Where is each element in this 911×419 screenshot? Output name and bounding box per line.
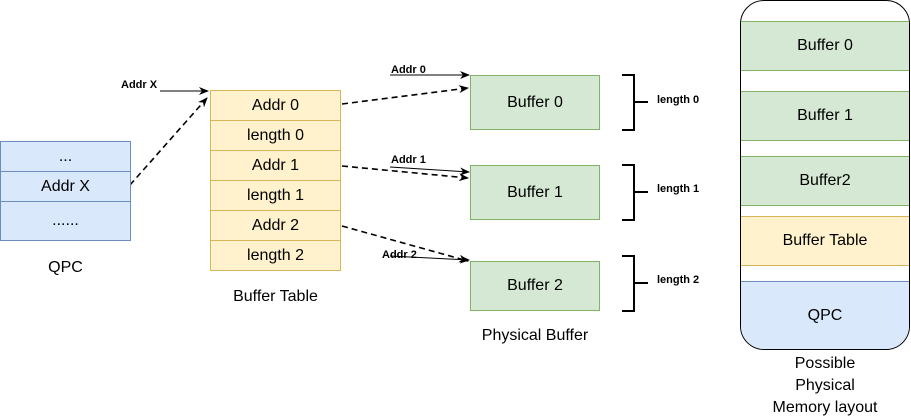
- arrow-label-addr-0: Addr 0: [391, 64, 426, 76]
- arrow-addr-1: [389, 166, 470, 176]
- arrow-addr-2: [389, 255, 470, 264]
- memory-caption: Possible Physical Memory layout: [740, 353, 910, 419]
- arrow-label-addr-x: Addr X: [121, 79, 158, 91]
- memory-caption-line-0: Possible: [794, 355, 856, 372]
- qpc-caption: QPC: [48, 259, 83, 276]
- memory-block-buffer-table: Buffer Table: [741, 216, 909, 266]
- physical-buffer-caption: Physical Buffer: [481, 327, 589, 344]
- arrow-label-addr-1: Addr 1: [391, 154, 426, 166]
- length-label-0: length 0: [657, 94, 700, 106]
- arrow-addr1-to-buffer1: [341, 165, 469, 182]
- buffer-table-row-2: Addr 1: [210, 150, 341, 181]
- buffer-table-row-1: length 0: [210, 120, 341, 151]
- arrow-addr0-to-buffer0: [341, 85, 469, 105]
- arrow-label-addr-2: Addr 2: [382, 249, 417, 261]
- buffer-table-row-3: length 1: [210, 180, 341, 211]
- qpc-row-1: Addr X: [0, 171, 131, 202]
- bracket-length-0: [622, 74, 648, 131]
- physical-buffer-0: Buffer 0: [470, 75, 600, 130]
- qpc-row-2: ......: [0, 201, 131, 241]
- memory-caption-line-2: Memory layout: [772, 399, 878, 416]
- buffer-table-row-5: length 2: [210, 240, 341, 271]
- physical-buffer-2: Buffer 2: [470, 261, 600, 311]
- arrow-addr2-to-buffer2: [341, 225, 469, 263]
- memory-block-buffer-2: Buffer2: [741, 156, 909, 206]
- qpc-table: ... Addr X ......: [0, 141, 131, 241]
- buffer-table-caption: Buffer Table: [233, 288, 318, 305]
- arrow-qpc-to-table: [129, 97, 208, 186]
- memory-caption-line-1: Physical: [795, 377, 855, 394]
- buffer-table-row-0: Addr 0: [210, 90, 341, 121]
- memory-block-buffer-0: Buffer 0: [741, 21, 909, 71]
- memory-block-buffer-1: Buffer 1: [741, 91, 909, 141]
- memory-layout: Buffer 0 Buffer 1 Buffer2 Buffer Table Q…: [740, 0, 910, 350]
- qpc-row-0: ...: [0, 141, 131, 172]
- buffer-table-row-4: Addr 2: [210, 210, 341, 241]
- bracket-length-1: [622, 164, 648, 221]
- memory-block-qpc: QPC: [741, 281, 909, 349]
- length-label-2: length 2: [657, 274, 700, 286]
- physical-buffer-1: Buffer 1: [470, 165, 600, 220]
- bracket-length-2: [622, 255, 648, 312]
- length-label-1: length 1: [657, 183, 700, 195]
- buffer-table: Addr 0 length 0 Addr 1 length 1 Addr 2 l…: [210, 90, 341, 271]
